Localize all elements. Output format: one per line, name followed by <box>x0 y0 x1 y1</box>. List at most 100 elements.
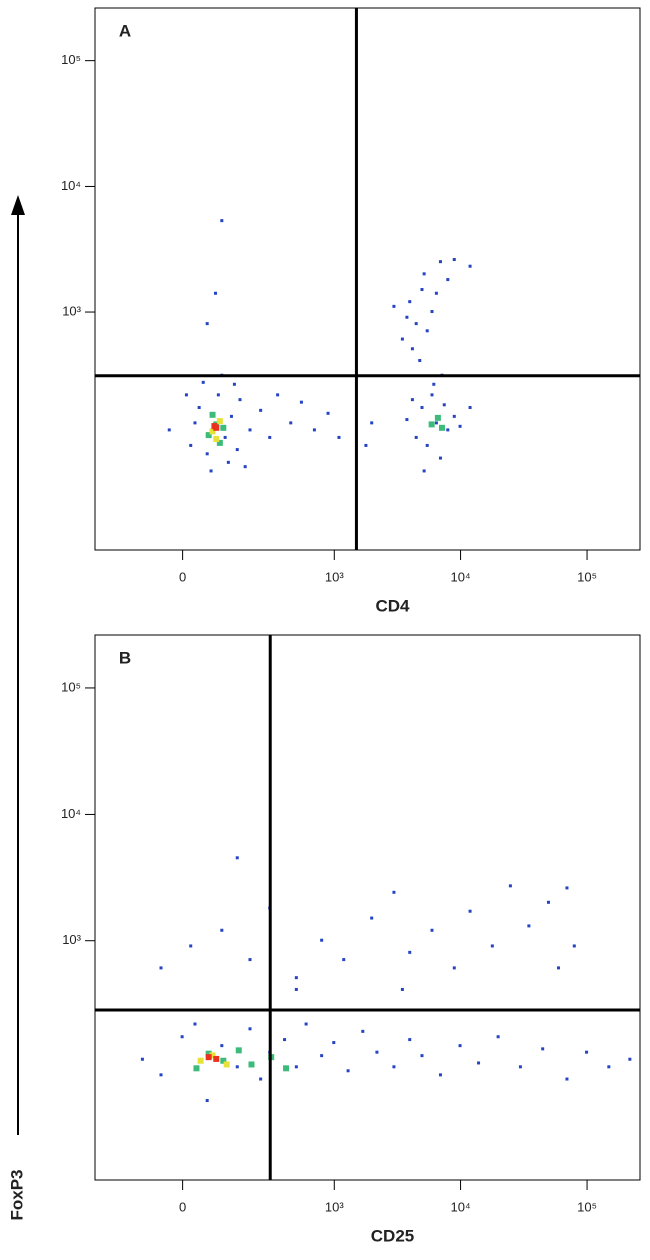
event-dot <box>189 443 193 447</box>
event-dot <box>209 469 213 473</box>
event-dot <box>452 258 456 262</box>
event-dot <box>468 264 472 268</box>
event-dot <box>518 1065 522 1069</box>
event-dot <box>223 435 227 439</box>
event-dot <box>226 460 230 464</box>
event-dot <box>418 358 422 362</box>
event-dot <box>430 393 434 397</box>
x-tick-label: 10⁵ <box>577 1199 597 1214</box>
event-dot <box>432 382 436 386</box>
event-dot <box>193 1022 197 1026</box>
y-tick-label: 10⁴ <box>61 178 81 193</box>
event-dot <box>414 322 418 326</box>
event-dot <box>346 1069 350 1073</box>
x-tick-label: 10⁵ <box>577 569 597 584</box>
event-dot <box>508 884 512 888</box>
event-dot <box>496 1035 500 1039</box>
event-dot <box>220 1044 224 1048</box>
event-dot <box>213 291 217 295</box>
event-dot <box>276 393 280 397</box>
event-dot <box>189 944 193 948</box>
y-tick-label: 10⁴ <box>61 806 81 821</box>
event-dot <box>337 435 341 439</box>
event-dot <box>299 400 303 404</box>
event-dot <box>546 900 550 904</box>
event-dot <box>159 1073 163 1077</box>
arrow-head <box>11 195 25 215</box>
event-dot <box>607 1065 611 1069</box>
event-dot <box>422 272 426 276</box>
event-dot <box>235 1047 242 1054</box>
event-dot <box>556 966 560 970</box>
event-dot <box>628 1057 632 1061</box>
event-dot <box>259 1077 263 1081</box>
event-dot <box>205 1099 209 1103</box>
event-dot <box>248 428 252 432</box>
event-dot <box>430 928 434 932</box>
event-dot <box>223 1061 230 1068</box>
event-dot <box>229 414 233 418</box>
event-dot <box>452 414 456 418</box>
event-dot <box>209 428 216 435</box>
event-dot <box>458 1044 462 1048</box>
event-dot <box>248 1027 252 1031</box>
event-dot <box>289 421 293 425</box>
event-dot <box>213 435 220 442</box>
event-dot <box>243 465 247 469</box>
event-dot <box>572 944 576 948</box>
event-dot <box>216 418 223 425</box>
event-dot <box>294 1065 298 1069</box>
event-dot <box>430 310 434 314</box>
event-dot <box>220 424 227 431</box>
event-dot <box>184 393 188 397</box>
event-dot <box>326 411 330 415</box>
event-dot <box>140 1057 144 1061</box>
event-dot <box>458 424 462 428</box>
y-tick-label: 10³ <box>62 303 81 318</box>
event-dot <box>232 382 236 386</box>
event-dot <box>235 856 239 860</box>
event-dot <box>248 1061 255 1068</box>
event-dot <box>294 976 298 980</box>
event-dot <box>370 916 374 920</box>
event-dot <box>420 288 424 292</box>
event-dot <box>446 428 450 432</box>
plot-frame <box>94 634 641 1181</box>
event-dot <box>342 958 346 962</box>
event-dot <box>201 380 205 384</box>
event-dot <box>477 1061 481 1065</box>
event-dot <box>205 322 209 326</box>
event-dot <box>434 421 438 425</box>
event-dot <box>446 278 450 282</box>
event-dot <box>364 443 368 447</box>
y-tick-label: 10³ <box>62 932 81 947</box>
event-dot <box>370 421 374 425</box>
event-dot <box>410 347 414 351</box>
event-dot <box>205 1050 212 1057</box>
panel-label: B <box>119 648 131 667</box>
event-dot <box>434 291 438 295</box>
event-dot <box>197 1057 204 1064</box>
event-dot <box>193 421 197 425</box>
event-dot <box>259 408 263 412</box>
event-dot <box>216 393 220 397</box>
event-dot <box>268 435 272 439</box>
event-dot <box>408 300 412 304</box>
event-dot <box>400 987 404 991</box>
event-dot <box>490 944 494 948</box>
event-dot <box>422 469 426 473</box>
event-dot <box>410 398 414 402</box>
event-dot <box>392 1065 396 1069</box>
event-dot <box>585 1050 589 1054</box>
plot-frame <box>94 7 641 551</box>
event-dot <box>197 406 201 410</box>
event-dot <box>438 424 445 431</box>
x-axis-label: CD25 <box>371 1226 414 1245</box>
x-axis-label: CD4 <box>375 596 410 615</box>
event-dot <box>425 443 429 447</box>
event-dot <box>193 1065 200 1072</box>
event-dot <box>468 909 472 913</box>
x-tick-label: 10³ <box>325 569 344 584</box>
event-dot <box>211 423 218 430</box>
event-dot <box>159 966 163 970</box>
